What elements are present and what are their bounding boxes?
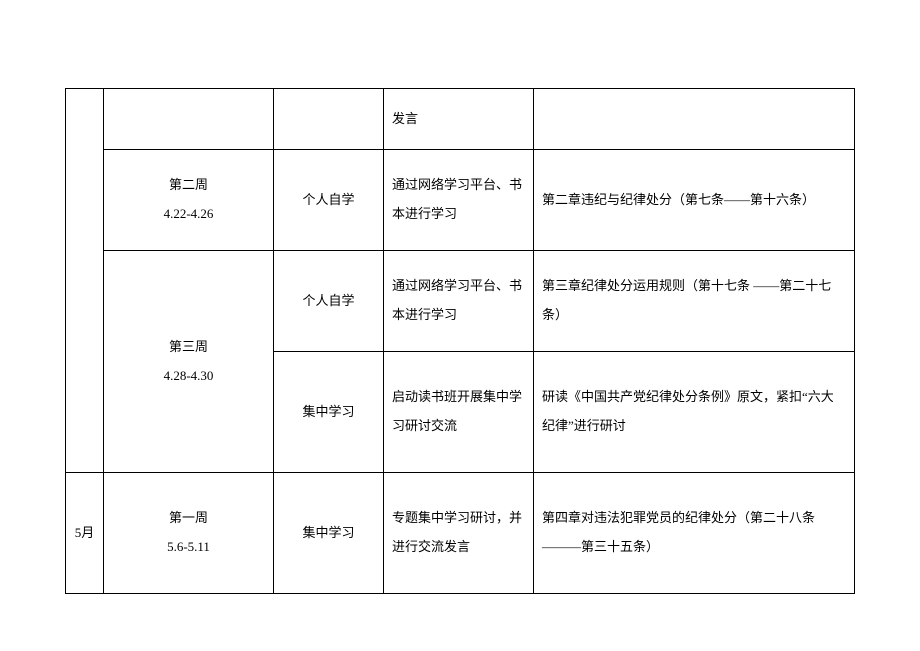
cell-week: 第三周 4.28-4.30 (104, 251, 274, 473)
cell-content: 第三章纪律处分运用规则（第十七条 ――第二十七条） (534, 251, 855, 352)
table-row: 第二周 4.22-4.26 个人自学 通过网络学习平台、书本进行学习 第二章违纪… (66, 150, 855, 251)
cell-method: 专题集中学习研讨，并进行交流发言 (384, 473, 534, 594)
cell-content: 第四章对违法犯罪党员的纪律处分（第二十八条―――第三十五条） (534, 473, 855, 594)
cell-study-type: 集中学习 (274, 473, 384, 594)
cell-content (534, 89, 855, 150)
cell-method: 启动读书班开展集中学习研讨交流 (384, 352, 534, 473)
cell-study-type (274, 89, 384, 150)
cell-week: 第一周 5.6-5.11 (104, 473, 274, 594)
cell-study-type: 集中学习 (274, 352, 384, 473)
table-row: 第三周 4.28-4.30 个人自学 通过网络学习平台、书本进行学习 第三章纪律… (66, 251, 855, 352)
week-label: 第二周 (112, 171, 265, 200)
cell-week: 第二周 4.22-4.26 (104, 150, 274, 251)
schedule-table-container: 发言 第二周 4.22-4.26 个人自学 通过网络学习平台、书本进行学习 第二… (65, 88, 855, 594)
table-row: 发言 (66, 89, 855, 150)
schedule-table: 发言 第二周 4.22-4.26 个人自学 通过网络学习平台、书本进行学习 第二… (65, 88, 855, 594)
cell-week (104, 89, 274, 150)
cell-content: 研读《中国共产党纪律处分条例》原文，紧扣“六大纪律”进行研讨 (534, 352, 855, 473)
cell-month: 5月 (66, 473, 104, 594)
week-dates: 4.28-4.30 (112, 362, 265, 391)
week-dates: 5.6-5.11 (112, 533, 265, 562)
cell-study-type: 个人自学 (274, 150, 384, 251)
week-label: 第一周 (112, 504, 265, 533)
cell-method: 发言 (384, 89, 534, 150)
week-dates: 4.22-4.26 (112, 200, 265, 229)
cell-method: 通过网络学习平台、书本进行学习 (384, 251, 534, 352)
cell-content: 第二章违纪与纪律处分（第七条――第十六条） (534, 150, 855, 251)
cell-method: 通过网络学习平台、书本进行学习 (384, 150, 534, 251)
table-row: 5月 第一周 5.6-5.11 集中学习 专题集中学习研讨，并进行交流发言 第四… (66, 473, 855, 594)
cell-month (66, 89, 104, 473)
cell-study-type: 个人自学 (274, 251, 384, 352)
week-label: 第三周 (112, 333, 265, 362)
